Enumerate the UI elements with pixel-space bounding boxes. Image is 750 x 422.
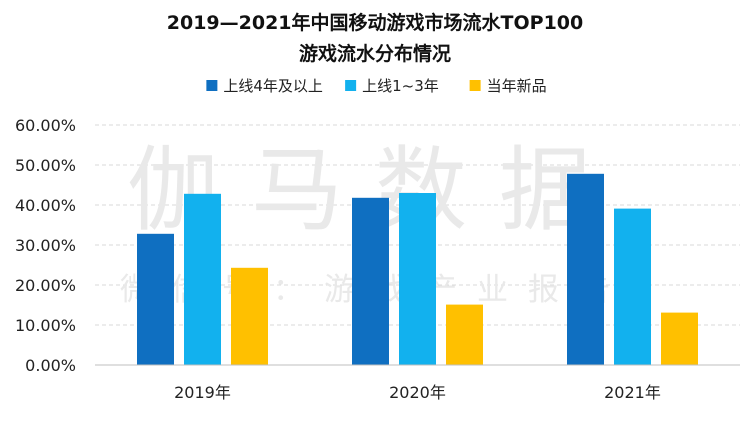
legend-label: 当年新品 xyxy=(487,77,547,95)
y-tick-label: 30.00% xyxy=(15,236,76,255)
legend-label: 上线4年及以上 xyxy=(223,77,323,95)
chart-title-line1: 2019—2021年中国移动游戏市场流水TOP100 xyxy=(167,11,583,34)
legend-swatch xyxy=(469,80,481,91)
x-tick-label: 2020年 xyxy=(389,383,446,402)
legend-label: 上线1~3年 xyxy=(362,77,439,95)
bar xyxy=(352,197,389,365)
bar xyxy=(137,233,174,365)
x-tick-label: 2021年 xyxy=(604,383,661,402)
bar xyxy=(446,304,483,365)
y-tick-label: 40.00% xyxy=(15,196,76,215)
bar xyxy=(184,193,221,365)
legend-swatch xyxy=(206,80,218,91)
bar xyxy=(614,208,651,365)
bar xyxy=(567,173,604,365)
legend-swatch xyxy=(345,80,357,91)
y-tick-label: 50.00% xyxy=(15,156,76,175)
axes: 0.00% 10.00% 20.00% 30.00% 40.00% 50.00% 60.00… xyxy=(15,116,740,402)
x-tick-label: 2019年 xyxy=(174,383,231,402)
legend-item: 上线4年及以上 xyxy=(206,77,323,95)
y-tick-label: 20.00% xyxy=(15,276,76,295)
bar xyxy=(399,193,436,365)
legend-item: 上线1~3年 xyxy=(345,77,439,95)
bar xyxy=(661,312,698,365)
y-tick-label: 10.00% xyxy=(15,316,76,335)
legend-item: 当年新品 xyxy=(469,77,547,95)
chart-title-line2: 游戏流水分布情况 xyxy=(299,42,451,65)
y-tick-label: 0.00% xyxy=(25,356,76,375)
bar xyxy=(231,267,268,365)
y-tick-label: 60.00% xyxy=(15,116,76,135)
bars xyxy=(137,173,698,365)
legend: 上线4年及以上 上线1~3年 当年新品 xyxy=(206,77,547,95)
